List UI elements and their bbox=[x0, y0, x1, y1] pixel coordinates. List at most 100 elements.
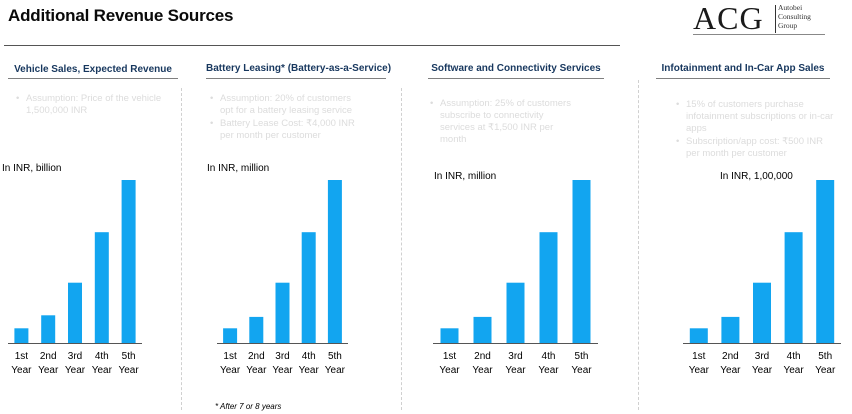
bar bbox=[41, 315, 56, 343]
bar bbox=[473, 316, 492, 343]
section-bullets: 15% of customers purchase infotainment s… bbox=[676, 99, 834, 161]
x-tick-label: Year bbox=[325, 365, 346, 376]
bar-chart-3: 1st Year 2nd Year 3rd Year 4th Year 5th Year bbox=[433, 180, 598, 376]
x-tick-label: Year bbox=[538, 365, 559, 376]
bar bbox=[275, 282, 290, 343]
bullet-item: Assumption: 25% of customers subscribe t… bbox=[430, 98, 580, 146]
x-tick-label: 4th bbox=[787, 351, 801, 362]
section-underline bbox=[206, 78, 386, 79]
bar bbox=[301, 232, 316, 343]
x-tick-label: 2nd bbox=[40, 351, 57, 362]
bar bbox=[68, 282, 82, 343]
bullet-item: Assumption: Price of the vehicle 1,500,0… bbox=[16, 93, 166, 117]
x-tick-label: 1st bbox=[443, 351, 457, 362]
x-tick-label: Year bbox=[439, 365, 460, 376]
x-tick-label: 1st bbox=[15, 351, 29, 362]
chart-unit-label: In INR, billion bbox=[2, 163, 62, 174]
x-tick-label: Year bbox=[815, 365, 836, 376]
x-tick-label: 2nd bbox=[474, 351, 491, 362]
logo-underline bbox=[693, 34, 825, 35]
x-tick-label: 5th bbox=[818, 351, 832, 362]
x-tick-label: 2nd bbox=[248, 351, 265, 362]
bar bbox=[327, 180, 342, 343]
logo-text: Autobei Consulting Group bbox=[778, 3, 811, 30]
logo-mark: ACG bbox=[693, 0, 764, 36]
bar bbox=[440, 328, 459, 343]
x-tick-label: 1st bbox=[692, 351, 706, 362]
x-tick-label: Year bbox=[272, 365, 293, 376]
logo-line-1: Autobei bbox=[778, 3, 803, 12]
section-bullets: Assumption: 25% of customers subscribe t… bbox=[430, 98, 580, 147]
x-tick-label: Year bbox=[689, 365, 710, 376]
x-tick-label: 4th bbox=[302, 351, 316, 362]
bar bbox=[753, 282, 771, 343]
x-tick-label: Year bbox=[472, 365, 493, 376]
column-divider bbox=[638, 80, 639, 410]
company-logo: ACG Autobei Consulting Group bbox=[693, 0, 825, 36]
bar bbox=[539, 232, 558, 343]
bar bbox=[223, 328, 238, 343]
page-title: Additional Revenue Sources bbox=[8, 6, 234, 25]
x-tick-label: 5th bbox=[575, 351, 589, 362]
logo-line-2: Consulting bbox=[778, 12, 811, 21]
bar bbox=[721, 316, 740, 343]
x-tick-label: 4th bbox=[542, 351, 556, 362]
column-divider bbox=[401, 88, 402, 410]
section-heading-software: Software and Connectivity Services bbox=[431, 63, 601, 74]
footnote: * After 7 or 8 years bbox=[215, 402, 282, 411]
x-tick-label: Year bbox=[220, 365, 241, 376]
bar bbox=[572, 180, 591, 343]
bar bbox=[506, 282, 525, 343]
bar bbox=[14, 328, 29, 343]
x-tick-label: 3rd bbox=[68, 351, 82, 362]
x-tick-label: Year bbox=[92, 365, 113, 376]
x-tick-label: 1st bbox=[223, 351, 237, 362]
title-divider bbox=[4, 45, 620, 46]
x-tick-label: Year bbox=[65, 365, 86, 376]
chart-unit-label: In INR, 1,00,000 bbox=[720, 171, 793, 182]
x-tick-label: Year bbox=[11, 365, 32, 376]
bullet-item: Battery Lease Cost: ₹4,000 INR per month… bbox=[210, 118, 360, 142]
section-underline bbox=[656, 78, 830, 79]
logo-separator bbox=[775, 5, 776, 33]
bullet-item: Assumption: 20% of customers opt for a b… bbox=[210, 93, 360, 117]
x-tick-label: 2nd bbox=[722, 351, 739, 362]
bullet-item: 15% of customers purchase infotainment s… bbox=[676, 99, 834, 135]
section-underline bbox=[8, 78, 178, 79]
x-tick-label: 5th bbox=[122, 351, 136, 362]
column-divider bbox=[181, 88, 182, 410]
x-tick-label: 5th bbox=[328, 351, 342, 362]
bar bbox=[689, 328, 708, 343]
x-tick-label: Year bbox=[783, 365, 804, 376]
bar-chart-2: 1st Year 2nd Year 3rd Year 4th Year 5th Year bbox=[217, 180, 348, 376]
section-bullets: Assumption: 20% of customers opt for a b… bbox=[210, 93, 360, 143]
logo-line-3: Group bbox=[778, 21, 798, 30]
x-tick-label: Year bbox=[118, 365, 139, 376]
chart-unit-label: In INR, million bbox=[207, 163, 270, 174]
x-tick-label: Year bbox=[299, 365, 320, 376]
x-tick-label: 3rd bbox=[508, 351, 522, 362]
bar-chart-1: 1st Year 2nd Year 3rd Year 4th Year 5th Year bbox=[8, 180, 142, 376]
section-bullets: Assumption: Price of the vehicle 1,500,0… bbox=[16, 93, 166, 118]
x-tick-label: Year bbox=[571, 365, 592, 376]
bullet-item: Subscription/app cost: ₹500 INR per mont… bbox=[676, 136, 834, 160]
section-heading-infotainment: Infotainment and In-Car App Sales bbox=[661, 63, 825, 74]
x-tick-label: Year bbox=[246, 365, 267, 376]
x-tick-label: 4th bbox=[95, 351, 109, 362]
x-tick-label: Year bbox=[752, 365, 773, 376]
bar-chart-4: 1st Year 2nd Year 3rd Year 4th Year 5th Year bbox=[683, 180, 841, 376]
bar bbox=[249, 316, 264, 343]
bar bbox=[816, 180, 835, 343]
x-tick-label: Year bbox=[505, 365, 526, 376]
section-heading-vehicle-sales: Vehicle Sales, Expected Revenue bbox=[14, 64, 172, 75]
chart-unit-label: In INR, million bbox=[434, 171, 497, 182]
section-underline bbox=[428, 78, 604, 79]
section-heading-battery-leasing: Battery Leasing* (Battery-as-a-Service) bbox=[206, 63, 392, 74]
bar bbox=[121, 180, 136, 343]
x-tick-label: 3rd bbox=[275, 351, 289, 362]
bar bbox=[94, 232, 109, 343]
x-tick-label: 3rd bbox=[755, 351, 769, 362]
bar bbox=[784, 232, 803, 343]
x-tick-label: Year bbox=[38, 365, 59, 376]
